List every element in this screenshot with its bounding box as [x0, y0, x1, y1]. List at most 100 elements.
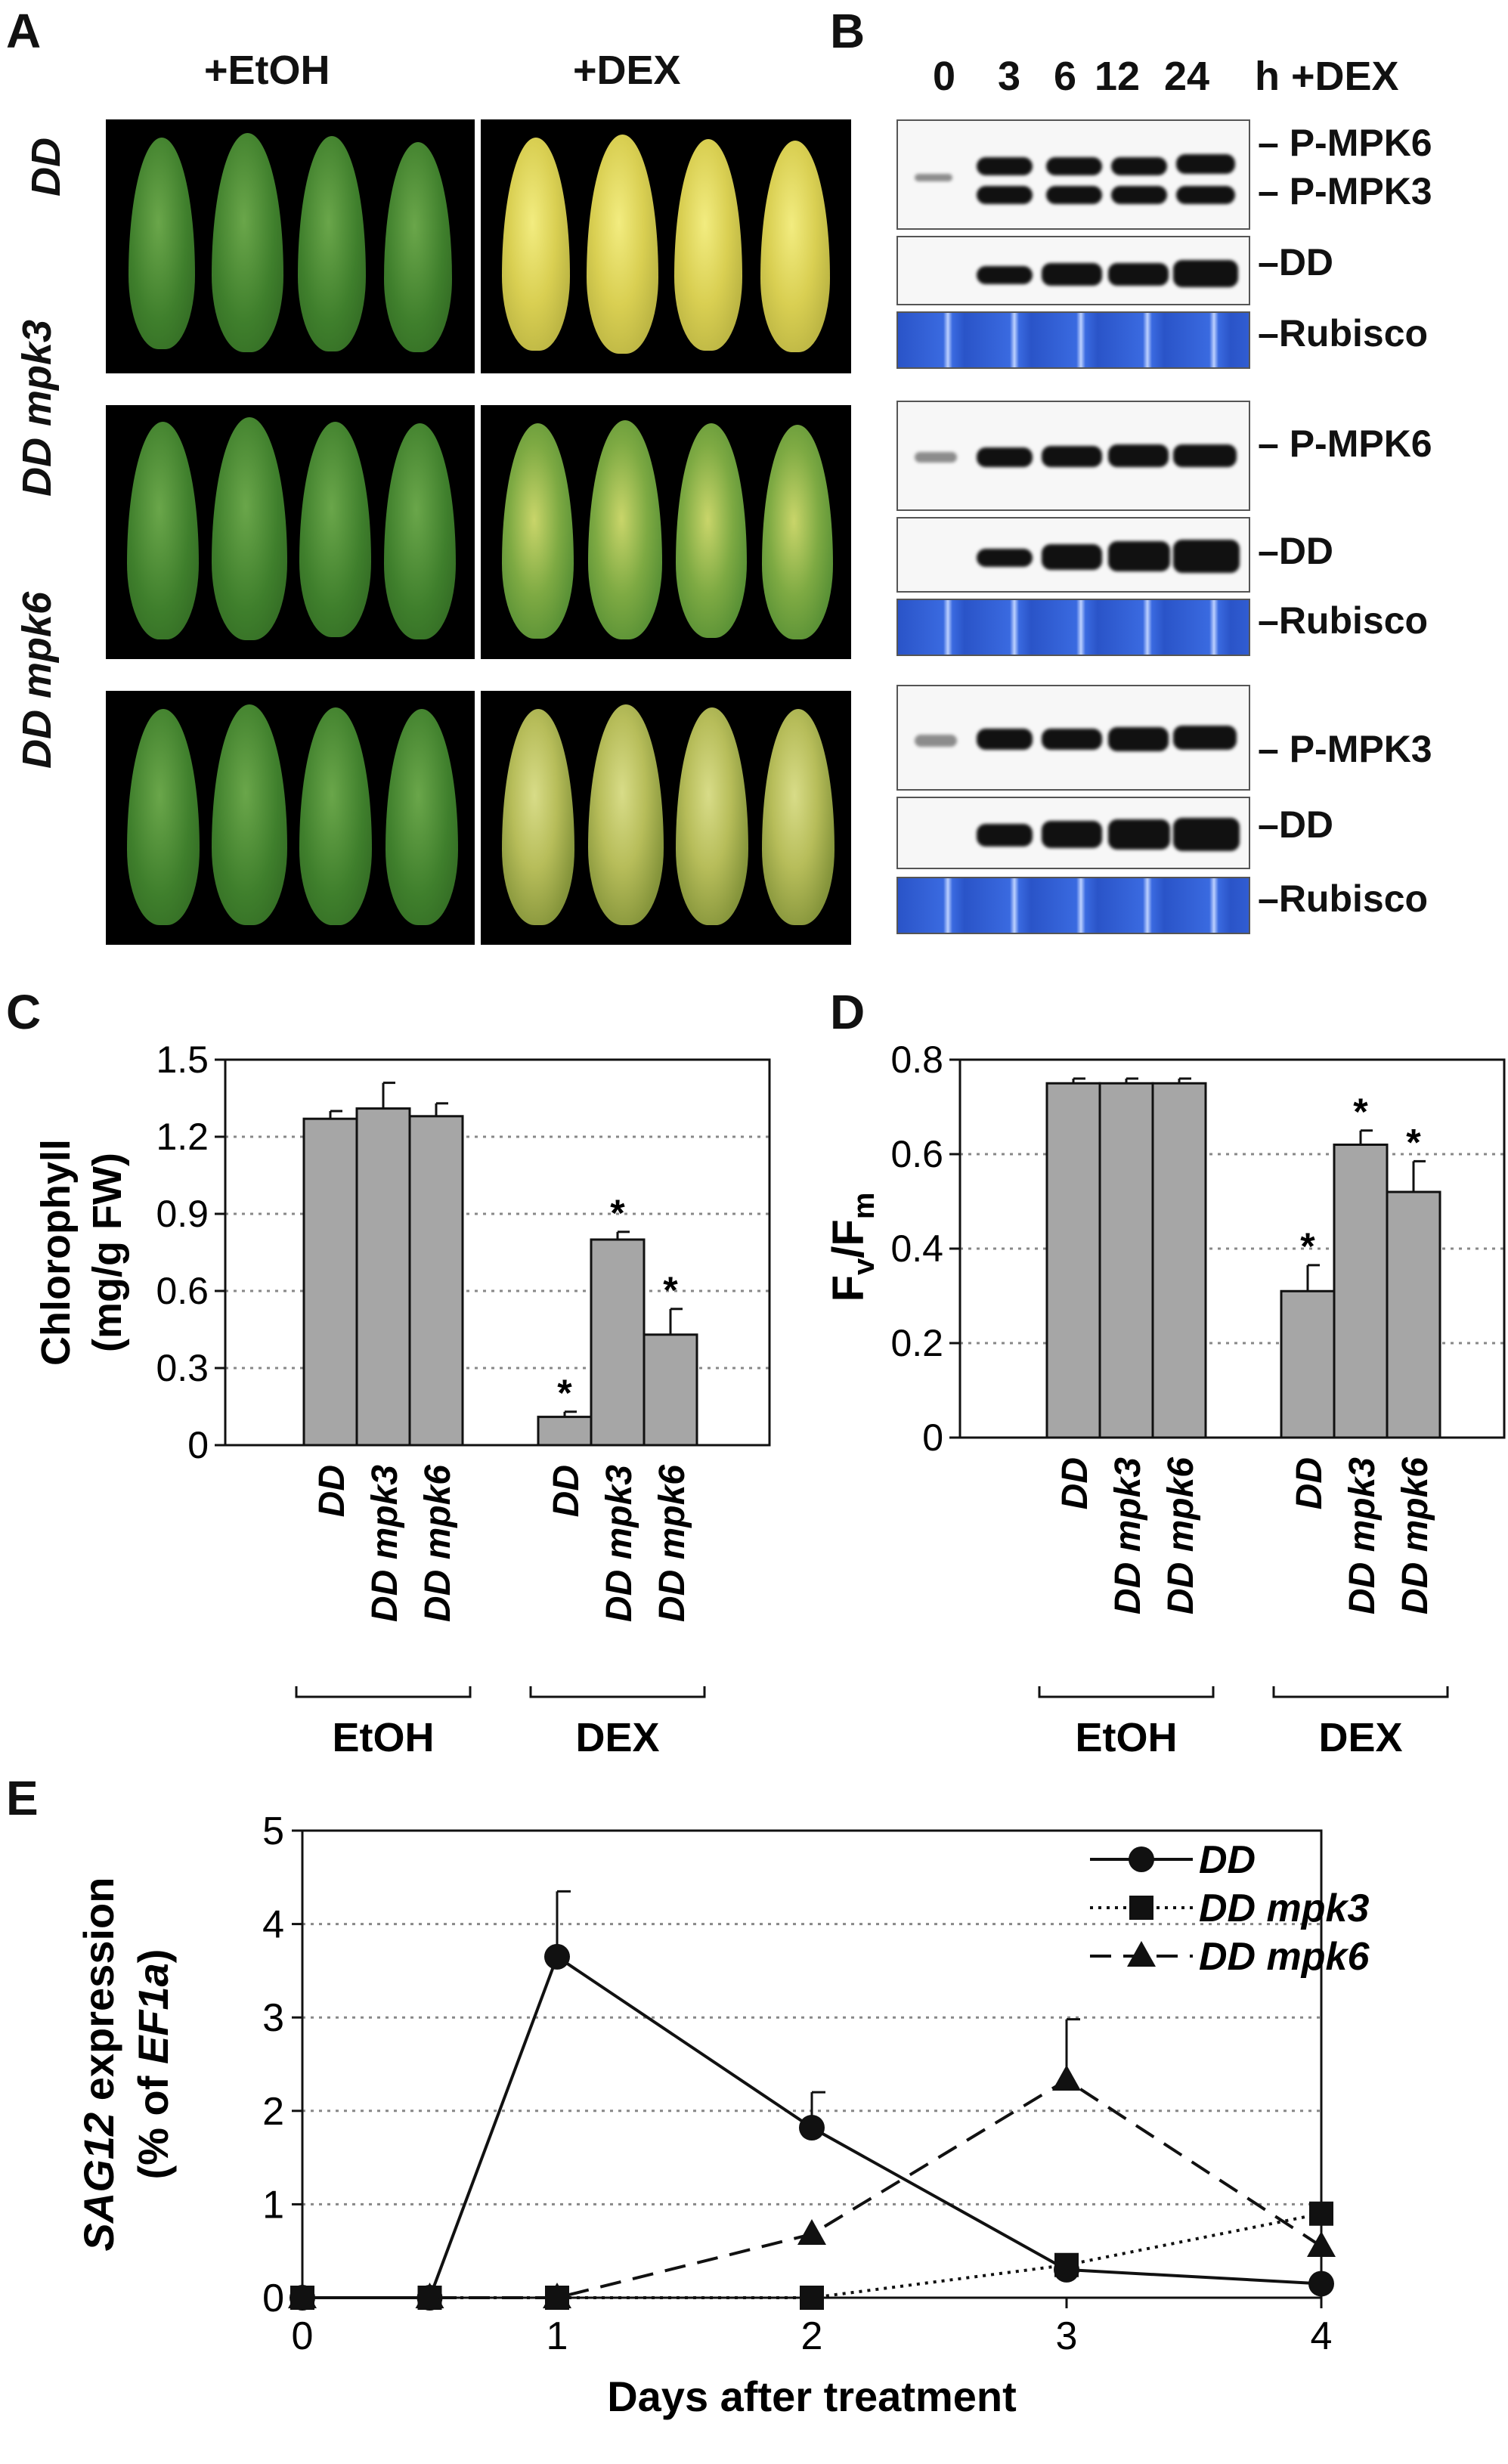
chart-d-bar	[1333, 1144, 1389, 1439]
chart-d-category-label: DD	[1290, 1457, 1330, 1509]
chart-e: 0 1 2 3 4 5 0 1 2 3 4 DD DD mpk3 DD mpk6 Days after tr…	[75, 1809, 1370, 2420]
chart-c-category-label: DD mpk6	[418, 1465, 458, 1622]
chart-e-ylabel: SAG12 expression(% of EF1a)	[75, 1877, 177, 2252]
chart-e-series-dd-mpk6-point	[543, 2283, 571, 2308]
blot-label-p-mpk6-2: – P-MPK6	[1258, 423, 1432, 465]
chart-e-series-dd-mpk3-point	[1054, 2252, 1079, 2277]
lane-label-12: 12	[1095, 54, 1141, 99]
chart-d-frame	[958, 1058, 1506, 1439]
chart-e-series-dd-legend-marker	[1129, 1846, 1154, 1872]
chart-d-significance: *	[1406, 1121, 1421, 1163]
photo-dd-mpk3-dex	[481, 405, 851, 659]
lane-label-0: 0	[933, 54, 956, 99]
rubisco-3	[896, 877, 1250, 934]
chart-c-ylabel: Chlorophyll (mg/g FW)	[33, 1139, 130, 1366]
chart-e-series-dd-mpk3-point	[1309, 2201, 1333, 2226]
chart-e-series-dd-mpk6-point	[415, 2283, 444, 2308]
chart-d-bar	[1386, 1190, 1441, 1439]
chart-e-ytick-label: 5	[262, 1809, 284, 1853]
chart-d-bar	[1280, 1289, 1336, 1439]
chart-c-group-bracket	[295, 1686, 472, 1698]
chart-d-ytick-label: 0.6	[890, 1133, 943, 1175]
photo-dd-mpk6-dex	[481, 691, 851, 945]
lane-label-3: 3	[998, 54, 1021, 99]
blot-label-p-mpk3-3: – P-MPK3	[1258, 728, 1432, 770]
chart-d-ytick-label: 0.2	[890, 1322, 943, 1364]
blot-dd-1	[896, 236, 1250, 305]
chart-d-group-label: DEX	[1318, 1715, 1402, 1760]
chart-d-bar	[1045, 1082, 1101, 1439]
chart-d: 0 0.2 0.4 0.6 0.8 DD DD mpk3 DD mpk6 * DD * DD mpk3…	[824, 1039, 1506, 1760]
rubisco-2	[896, 599, 1250, 656]
blot-dd-2	[896, 517, 1250, 593]
chart-e-ytick-label: 4	[262, 1903, 284, 1947]
blot-label-dd-1: –DD	[1258, 241, 1334, 283]
chart-c-ytick-label: 0.9	[156, 1193, 209, 1235]
photo-dd-dex	[481, 119, 851, 373]
chart-e-ytick-label: 1	[262, 2183, 284, 2227]
blot-label-p-mpk6-1: – P-MPK6	[1258, 122, 1432, 164]
chart-e-series-dd-point	[1308, 2271, 1334, 2297]
chart-e-series-dd-mpk6-point	[797, 2218, 826, 2245]
panel-a-col-dex: +DEX	[573, 48, 681, 93]
chart-d-ytick-label: 0	[922, 1416, 943, 1459]
blot-p-mpk3-3	[896, 685, 1250, 791]
chart-c-significance: *	[610, 1192, 625, 1234]
lane-label-6: 6	[1054, 54, 1077, 99]
chart-e-series-dd-mpk6-point	[288, 2283, 317, 2308]
lane-suffix: h +DEX	[1255, 54, 1399, 99]
chart-d-bar	[1098, 1082, 1154, 1439]
chart-e-xtick-label: 0	[292, 2314, 314, 2358]
blot-label-rubisco-2: –Rubisco	[1258, 599, 1429, 642]
blot-label-p-mpk3-1: – P-MPK3	[1258, 170, 1432, 212]
chart-e-ytick-label: 3	[262, 1996, 284, 2040]
chart-e-series-dd-point	[799, 2115, 825, 2141]
blot-label-rubisco-1: –Rubisco	[1258, 312, 1429, 354]
panel-c-letter: C	[6, 985, 42, 1039]
chart-c-frame	[224, 1058, 771, 1447]
chart-c-group-bracket	[529, 1686, 706, 1698]
chart-e-series-dd-mpk6-legend-marker	[1127, 1941, 1156, 1967]
chart-d-category-label: DD mpk6	[1161, 1457, 1201, 1614]
photo-dd-etoh	[106, 119, 475, 373]
chart-c-bar	[408, 1115, 464, 1447]
chart-e-ytick-label: 2	[262, 2090, 284, 2134]
chart-d-significance: *	[1353, 1091, 1368, 1133]
chart-c-category-label: DD mpk6	[652, 1465, 692, 1622]
blot-label-dd-3: –DD	[1258, 803, 1334, 846]
blot-label-dd-2: –DD	[1258, 530, 1334, 572]
rubisco-1	[896, 311, 1250, 369]
chart-e-xlabel: Days after treatment	[607, 2373, 1017, 2420]
chart-c-group-label: DEX	[575, 1715, 659, 1760]
chart-c-bar	[302, 1117, 358, 1447]
row-dd-mpk6-label: DD mpk6	[14, 591, 60, 769]
chart-d-category-label: DD mpk6	[1395, 1457, 1435, 1614]
chart-c-group-label: EtOH	[333, 1715, 435, 1760]
chart-c-significance: *	[663, 1269, 678, 1311]
chart-c-bar	[643, 1333, 698, 1447]
chart-c-category-label: DD	[312, 1465, 352, 1517]
chart-e-ytick-label: 0	[262, 2277, 284, 2320]
chart-e-xtick-label: 2	[801, 2314, 823, 2358]
chart-d-category-label: DD	[1055, 1457, 1095, 1509]
chart-e-series-dd-mpk6-line	[302, 2078, 1323, 2299]
chart-e-xtick-label: 3	[1056, 2314, 1078, 2358]
panel-e-letter: E	[6, 1771, 39, 1825]
chart-c-significance: *	[557, 1372, 572, 1414]
photo-dd-mpk6-etoh	[106, 691, 475, 945]
panel-a-row-dd-mpk6: DD mpk6	[14, 582, 60, 779]
chart-e-series-dd-mpk6-legend-label: DD mpk6	[1199, 1935, 1370, 1979]
chart-d-bar	[1151, 1082, 1207, 1439]
chart-e-series-dd-mpk6-point	[1052, 2065, 1081, 2091]
panel-a-letter: A	[6, 4, 42, 58]
chart-c-category-label: DD mpk3	[599, 1465, 639, 1622]
blot-p-mpk6-2	[896, 401, 1250, 511]
panel-b-letter: B	[830, 4, 865, 58]
chart-e-xtick-label: 1	[547, 2314, 568, 2358]
chart-c-ytick-label: 0.6	[156, 1270, 209, 1312]
chart-c-category-label: DD	[547, 1465, 587, 1517]
chart-d-ylabel: Fv/Fm	[824, 1193, 881, 1302]
chart-e-series-dd-mpk3-legend-marker	[1129, 1896, 1153, 1920]
chart-c-ytick-label: 0	[187, 1424, 209, 1466]
blot-p-mpk6-mpk3	[896, 119, 1250, 230]
